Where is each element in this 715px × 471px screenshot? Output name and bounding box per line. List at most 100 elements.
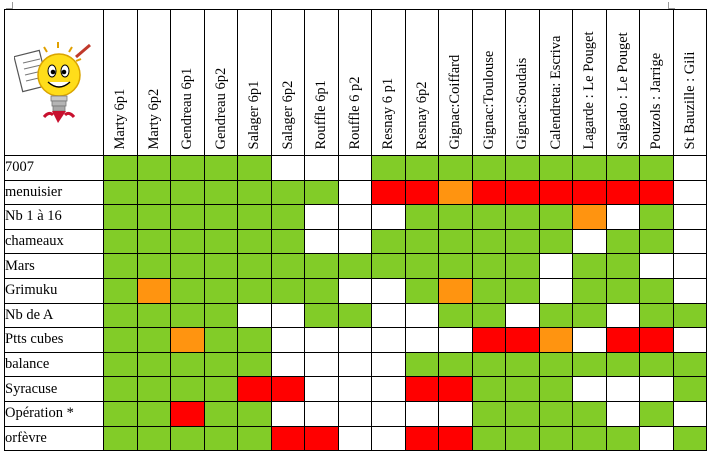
table-row: balance <box>4 351 707 378</box>
status-cell <box>404 155 439 181</box>
status-cell <box>672 351 707 378</box>
status-cell <box>404 425 439 452</box>
table-row: Ptts cubes <box>4 327 707 353</box>
status-cell <box>170 327 205 353</box>
status-cell <box>471 351 506 378</box>
status-cell <box>572 302 607 329</box>
status-cell <box>270 277 305 304</box>
status-cell <box>404 228 439 255</box>
status-cell <box>505 302 540 329</box>
status-cell <box>505 327 540 353</box>
page-corner-mark-left <box>6 2 13 9</box>
status-cell <box>237 155 272 181</box>
status-cell <box>237 425 272 452</box>
column-header-label: Gendreau 6p1 <box>179 67 195 149</box>
status-cell <box>639 400 674 427</box>
status-cell <box>572 155 607 181</box>
status-cell <box>404 302 439 329</box>
status-cell <box>639 253 674 279</box>
column-header: Gendreau 6p2 <box>203 9 238 156</box>
status-cell <box>103 327 138 353</box>
status-cell <box>438 376 473 402</box>
status-cell <box>170 376 205 402</box>
status-cell <box>371 351 406 378</box>
status-cell <box>672 425 707 452</box>
status-cell <box>572 425 607 452</box>
status-cell <box>237 400 272 427</box>
status-cell <box>471 400 506 427</box>
status-cell <box>605 425 640 452</box>
status-cell <box>304 425 339 452</box>
status-cell <box>270 327 305 353</box>
status-cell <box>438 302 473 329</box>
status-cell <box>538 425 573 452</box>
column-header-label: Calendreta: Escriva <box>547 35 564 149</box>
status-cell <box>270 179 305 206</box>
column-header-label: Gignac:Soudais <box>514 57 530 149</box>
status-cell <box>505 425 540 452</box>
column-header-label: Resnay 6 p1 <box>380 77 396 149</box>
row-label: Syracuse <box>4 376 104 402</box>
status-cell <box>371 179 406 206</box>
status-cell <box>605 155 640 181</box>
status-cell <box>304 277 339 304</box>
status-cell <box>672 400 707 427</box>
status-cell <box>672 327 707 353</box>
table-row: Grimuku <box>4 277 707 304</box>
status-cell <box>304 253 339 279</box>
logo-cell <box>4 9 104 156</box>
status-cell <box>438 155 473 181</box>
status-cell <box>304 155 339 181</box>
row-label: Opération * <box>4 400 104 427</box>
row-label: Ptts cubes <box>4 327 104 353</box>
page-corner-mark-right <box>668 2 675 9</box>
status-cell <box>103 376 138 402</box>
status-cell <box>136 277 171 304</box>
status-cell <box>639 204 674 230</box>
column-header-label: Gignac:Coiffard <box>447 54 463 149</box>
status-cell <box>672 179 707 206</box>
column-header-label: Salager 6p1 <box>246 80 262 149</box>
status-cell <box>471 228 506 255</box>
status-cell <box>605 327 640 353</box>
status-cell <box>270 253 305 279</box>
smiley-lightbulb-notepad-icon <box>14 41 91 123</box>
status-cell <box>237 277 272 304</box>
status-cell <box>672 204 707 230</box>
status-cell <box>203 425 238 452</box>
results-grid: Marty 6p1 Marty 6p2 Gendreau 6p1 Gendreau 6… <box>4 9 707 452</box>
status-cell <box>170 351 205 378</box>
status-cell <box>103 253 138 279</box>
status-cell <box>170 155 205 181</box>
status-cell <box>505 228 540 255</box>
status-cell <box>505 351 540 378</box>
status-cell <box>103 425 138 452</box>
status-cell <box>538 302 573 329</box>
status-cell <box>572 327 607 353</box>
column-header-label: Resnay 6p2 <box>413 80 430 149</box>
status-cell <box>471 253 506 279</box>
row-label: menuisier <box>4 179 104 206</box>
status-cell <box>605 277 640 304</box>
status-cell <box>304 327 339 353</box>
status-cell <box>304 351 339 378</box>
column-header-label: Rouffle 6 p2 <box>346 75 363 149</box>
row-label: 7007 <box>4 155 104 181</box>
column-header: Salgado : Le Pouget <box>605 9 640 156</box>
status-cell <box>203 376 238 402</box>
status-cell <box>203 400 238 427</box>
status-cell <box>538 228 573 255</box>
status-cell <box>203 277 238 304</box>
status-cell <box>371 277 406 304</box>
status-cell <box>438 425 473 452</box>
status-cell <box>337 179 372 206</box>
header-row: Marty 6p1 Marty 6p2 Gendreau 6p1 Gendreau 6… <box>4 9 707 156</box>
status-cell <box>404 277 439 304</box>
status-cell <box>170 425 205 452</box>
column-header: St Bauzille : Gili <box>672 9 707 156</box>
grid-body: 7007 menuisier Nb 1 à 16 chameaux Mars Grimuk… <box>4 155 707 452</box>
status-cell <box>639 155 674 181</box>
status-cell <box>639 376 674 402</box>
status-cell <box>538 155 573 181</box>
column-header: Gignac:Coiffard <box>438 9 473 156</box>
